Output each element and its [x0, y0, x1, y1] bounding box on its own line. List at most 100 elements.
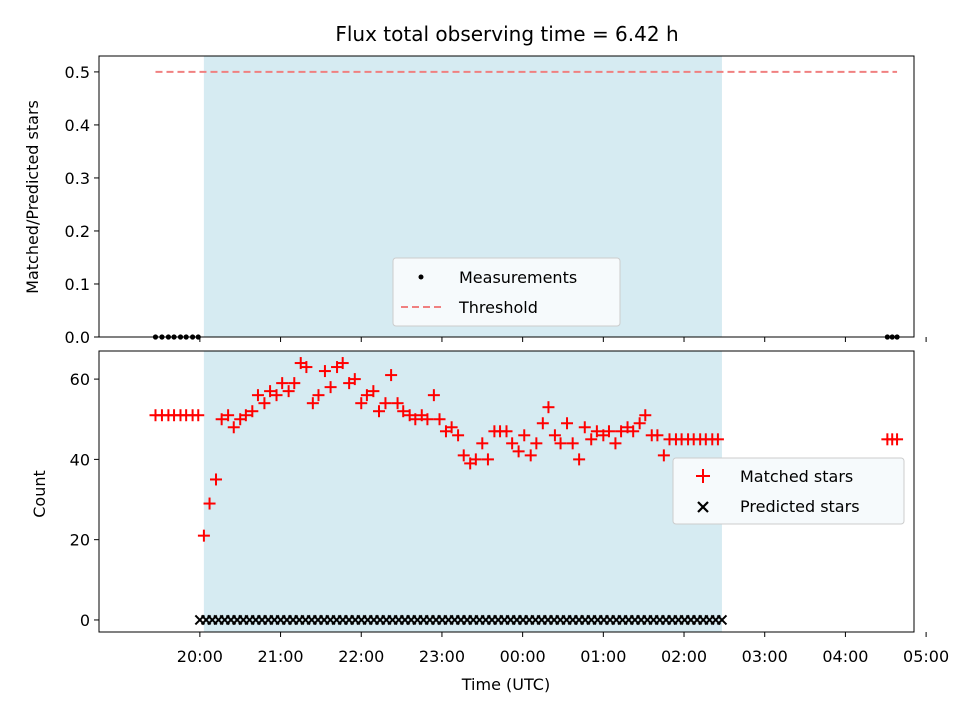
matched-star-point	[548, 429, 561, 442]
top-y-tick-label: 0.0	[65, 328, 90, 347]
bottom-shaded-region	[203, 351, 722, 632]
matched-star-point	[427, 389, 440, 402]
top-x-ticks	[199, 337, 927, 342]
matched-star-point	[397, 405, 410, 418]
bottom-x-tick-label: 23:00	[419, 647, 465, 666]
bottom-x-tick-label: 00:00	[500, 647, 546, 666]
bottom-x-tick-label: 22:00	[338, 647, 384, 666]
matched-star-point	[379, 397, 392, 410]
top-y-tick-label: 0.3	[65, 169, 90, 188]
legend-threshold-label: Threshold	[458, 298, 538, 317]
matched-star-point	[457, 449, 470, 462]
top-y-axis-label: Matched/Predicted stars	[23, 100, 42, 294]
bottom-x-tick-label: 01:00	[580, 647, 626, 666]
matched-star-point	[639, 409, 652, 422]
matched-star-point	[391, 397, 404, 410]
matched-star-point	[336, 357, 349, 370]
matched-star-point	[203, 497, 216, 510]
top-legend: Measurements Threshold	[392, 257, 621, 327]
matched-star-point	[258, 397, 271, 410]
matched-star-point	[324, 381, 337, 394]
matched-star-point	[452, 429, 465, 442]
matched-star-point	[891, 433, 904, 446]
matched-star-point	[627, 425, 640, 438]
bottom-series	[149, 357, 904, 626]
matched-star-point	[651, 429, 664, 442]
bottom-x-tick-label: 05:00	[903, 647, 949, 666]
legend-matched-label: Matched stars	[740, 467, 853, 486]
matched-star-point	[711, 433, 724, 446]
bottom-x-ticks: 20:00 21:00 22:00 23:00 00:00 01:00 02:00 03:00…	[177, 632, 949, 666]
matched-star-point	[192, 409, 205, 422]
matched-star-point	[524, 449, 537, 462]
matched-star-point	[590, 425, 603, 438]
matched-star-point	[542, 401, 555, 414]
legend-predicted-label: Predicted stars	[740, 497, 860, 516]
matched-star-point	[561, 417, 574, 430]
matched-star-point	[215, 413, 228, 426]
matched-star-point	[197, 529, 210, 542]
top-y-tick-label: 0.1	[65, 275, 90, 294]
predicted-star-point	[716, 614, 728, 626]
top-axes-frame	[98, 55, 915, 338]
matched-star-point	[481, 453, 494, 466]
matched-star-point	[518, 429, 531, 442]
matched-star-point	[367, 385, 380, 398]
top-panel: 0.0 0.1 0.2 0.3 0.4 0.5 Matched/Predicted sta…	[23, 55, 927, 347]
legend-measurements-marker	[418, 274, 424, 280]
matched-star-point	[615, 425, 628, 438]
bottom-panel: 0 20 40 60 20:00 21:00 22:00 23:00 00:00 01:00 02…	[30, 350, 949, 694]
bottom-x-tick-label: 04:00	[822, 647, 868, 666]
matched-star-point	[409, 413, 422, 426]
matched-star-point	[222, 409, 235, 422]
matched-star-point	[566, 437, 579, 450]
matched-star-point	[657, 449, 670, 462]
matched-star-point	[251, 389, 264, 402]
matched-star-point	[421, 413, 434, 426]
matched-star-point	[633, 417, 646, 430]
matched-star-point	[210, 473, 223, 486]
matched-star-point	[500, 425, 513, 438]
top-legend-box	[392, 257, 621, 327]
x-axis-label: Time (UTC)	[461, 675, 550, 694]
bottom-x-tick-label: 20:00	[177, 647, 223, 666]
matched-star-point	[433, 413, 446, 426]
matched-star-point	[306, 397, 319, 410]
matched-star-point	[373, 405, 386, 418]
matched-star-point	[530, 437, 543, 450]
top-y-tick-label: 0.4	[65, 116, 90, 135]
top-y-tick-label: 0.5	[65, 63, 90, 82]
bottom-x-tick-label: 03:00	[742, 647, 788, 666]
bottom-legend-box	[672, 457, 905, 525]
matched-star-point	[227, 421, 240, 434]
matched-star-point	[602, 425, 615, 438]
matched-star-point	[585, 433, 598, 446]
matched-star-point	[554, 437, 567, 450]
matched-star-point	[385, 369, 398, 382]
observing-window-bottom	[203, 351, 722, 632]
top-y-ticks: 0.0 0.1 0.2 0.3 0.4 0.5	[65, 63, 99, 347]
matched-star-point	[348, 373, 361, 386]
bottom-y-tick-label: 0	[80, 611, 90, 630]
top-series	[152, 70, 900, 340]
matched-star-point	[578, 421, 591, 434]
matched-star-point	[536, 417, 549, 430]
matched-star-point	[506, 437, 519, 450]
matched-star-point	[264, 385, 277, 398]
bottom-y-tick-label: 40	[70, 450, 90, 469]
matched-star-point	[360, 389, 373, 402]
matched-star-point	[239, 409, 252, 422]
chart-title: Flux total observing time = 6.42 h	[335, 22, 678, 46]
matched-star-point	[300, 361, 313, 374]
bottom-x-tick-label: 02:00	[661, 647, 707, 666]
matched-star-point	[355, 397, 368, 410]
matched-star-point	[282, 385, 295, 398]
bottom-y-axis-label: Count	[30, 470, 49, 518]
bottom-legend: Matched stars Predicted stars	[672, 457, 905, 525]
bottom-axes-frame	[98, 350, 915, 633]
bottom-x-tick-label: 21:00	[258, 647, 304, 666]
matched-star-point	[246, 405, 259, 418]
matched-star-point	[573, 453, 586, 466]
legend-matched-marker	[696, 469, 710, 483]
